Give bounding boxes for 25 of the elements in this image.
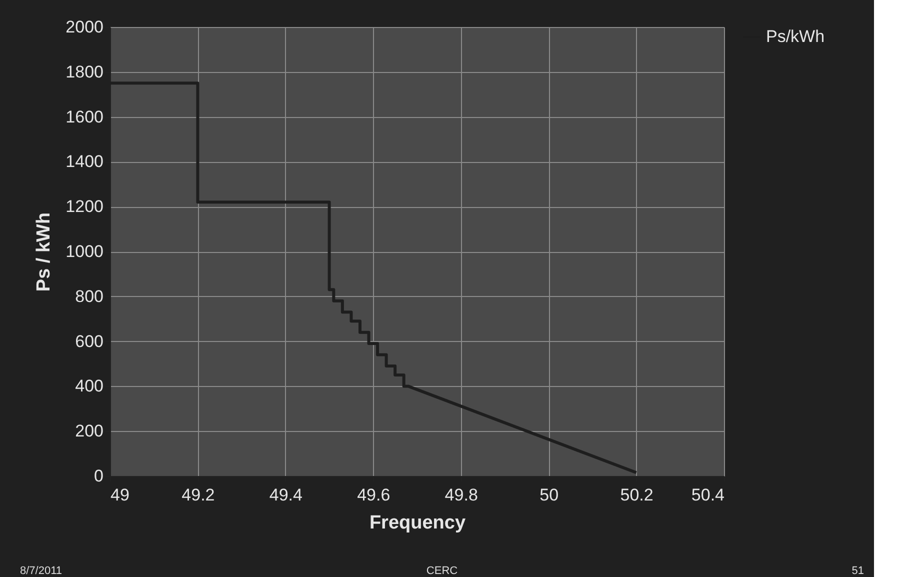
text: 51 [852, 565, 864, 577]
x-tick-label: 50 [540, 486, 559, 504]
y-tick-label: 600 [75, 332, 104, 351]
y-tick-label: 1200 [66, 197, 104, 216]
y-tick-label: 1000 [66, 242, 104, 261]
y-axis-title: Ps / kWh [34, 212, 55, 292]
text: Ps/kWh [766, 27, 825, 46]
x-tick-label: 49 [110, 486, 130, 504]
x-tick-label: 49.2 [182, 486, 215, 504]
x-tick-label: 50.2 [620, 486, 654, 504]
y-tick-label: 1800 [66, 62, 104, 82]
y-tick-label: 800 [75, 286, 104, 306]
y-tick-label: 0 [94, 466, 104, 486]
y-tick-label: 1400 [66, 152, 104, 172]
x-tick-label: 49.4 [269, 486, 302, 504]
x-tick-label: 50.4 [691, 486, 724, 504]
y-tick-label: 400 [75, 376, 104, 396]
y-tick-label: 200 [75, 422, 104, 441]
x-axis-title: Frequency [369, 512, 466, 534]
x-tick-label: 49.6 [357, 486, 390, 504]
text: CERC [426, 565, 458, 577]
y-tick-label: 1600 [66, 107, 104, 126]
x-tick-label: 49.8 [444, 486, 478, 504]
text: 8/7/2011 [20, 565, 62, 577]
y-tick-label: 2000 [66, 18, 104, 36]
